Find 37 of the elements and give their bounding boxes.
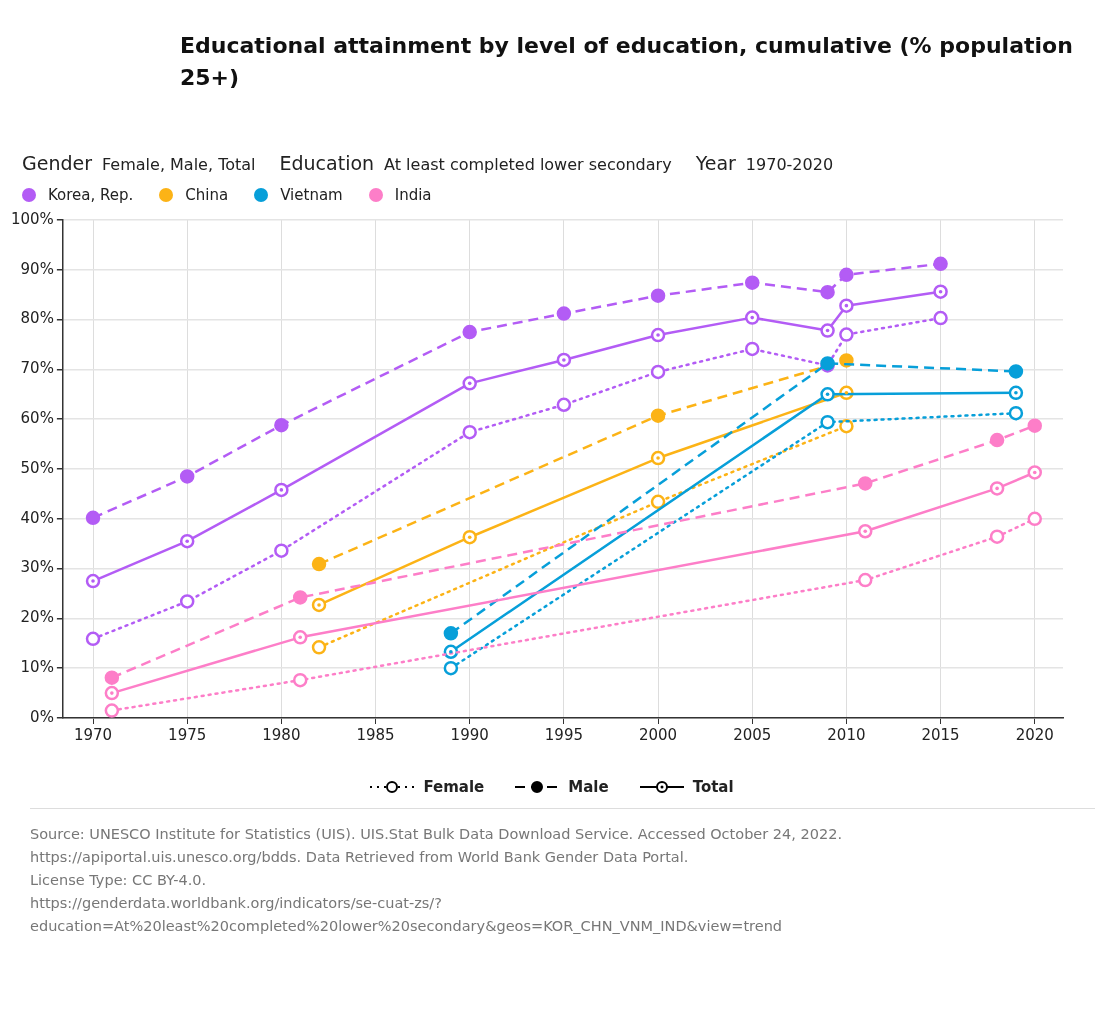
y-tick-label: 40% bbox=[20, 508, 54, 527]
text: Total bbox=[691, 778, 734, 796]
y-tick-label: 70% bbox=[20, 359, 54, 378]
text: Year bbox=[695, 152, 736, 174]
x-tick-label: 2015 bbox=[921, 725, 960, 744]
y-tick-label: 80% bbox=[20, 309, 54, 328]
chart-title: Educational attainment by level of education, cumulative (% population 25+) bbox=[180, 32, 1074, 92]
source-note: Source: UNESCO Institute for Statistics (UIS). UIS.Stat Bulk Data Download Service. Accessed October 24, 2022. https://apiportal.uis.unesco.org/bdds. Data Retrieved from World Bank Gender Data Portal. License Type: CC BY-4.0. https://genderdata.worldbank.org/indicators/se-cuat-zs/? education=At%20least%20completed%20lower%20secondary&geos=KOR_CHN_VNM_IND&view=trend bbox=[30, 808, 1095, 938]
text: Female, Male, Total bbox=[102, 155, 256, 174]
x-tick-label: 1990 bbox=[450, 725, 489, 744]
y-tick-label: 90% bbox=[20, 259, 54, 278]
text: 1970-2020 bbox=[745, 155, 834, 174]
x-tick-label: 1995 bbox=[544, 725, 583, 744]
legend-label: India bbox=[393, 186, 432, 204]
text: Education bbox=[279, 152, 375, 174]
legend-label: Vietnam bbox=[279, 186, 343, 204]
x-tick-label: 2020 bbox=[1015, 725, 1054, 744]
x-tick-label: 1985 bbox=[356, 725, 395, 744]
text: Gender bbox=[22, 152, 93, 174]
y-tick-label: 60% bbox=[20, 409, 54, 428]
text: Male bbox=[567, 778, 609, 796]
legend-label: China bbox=[184, 186, 229, 204]
x-tick-label: 2005 bbox=[733, 725, 772, 744]
x-tick-label: 2000 bbox=[638, 725, 678, 744]
x-tick-label: 1975 bbox=[168, 725, 207, 744]
y-tick-label: 0% bbox=[30, 707, 54, 726]
x-tick-label: 1980 bbox=[262, 725, 301, 744]
legend-label: Korea, Rep. bbox=[47, 186, 134, 204]
text: At least completed lower secondary bbox=[384, 155, 672, 174]
x-tick-label: 2010 bbox=[827, 725, 866, 744]
y-tick-label: 10% bbox=[20, 658, 54, 677]
y-tick-label: 20% bbox=[20, 608, 54, 627]
y-tick-label: 100% bbox=[10, 209, 54, 228]
y-tick-label: 30% bbox=[20, 558, 54, 577]
y-tick-label: 50% bbox=[20, 458, 54, 477]
text: Female bbox=[422, 778, 485, 796]
x-tick-label: 1970 bbox=[73, 725, 113, 744]
